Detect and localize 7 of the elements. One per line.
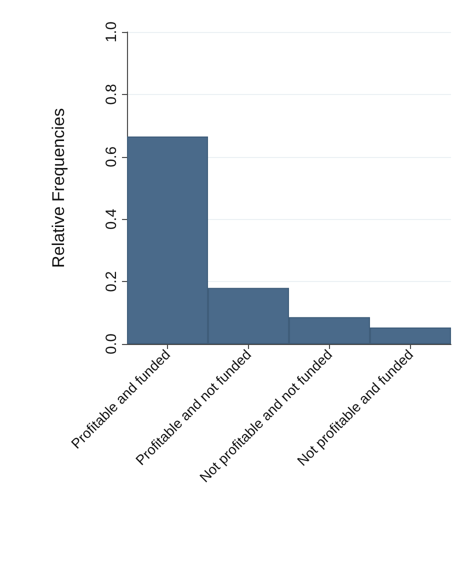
y-tick-label: 0.8 xyxy=(103,84,120,105)
y-tick-label: 0.2 xyxy=(103,271,120,292)
y-tick-label: 1.0 xyxy=(103,22,120,42)
y-tick-label: 0.0 xyxy=(103,334,120,354)
y-tick-label: 0.6 xyxy=(103,146,120,168)
y-tick-label: 0.4 xyxy=(103,208,120,230)
y-axis-title: Relative Frequencies xyxy=(49,108,68,268)
